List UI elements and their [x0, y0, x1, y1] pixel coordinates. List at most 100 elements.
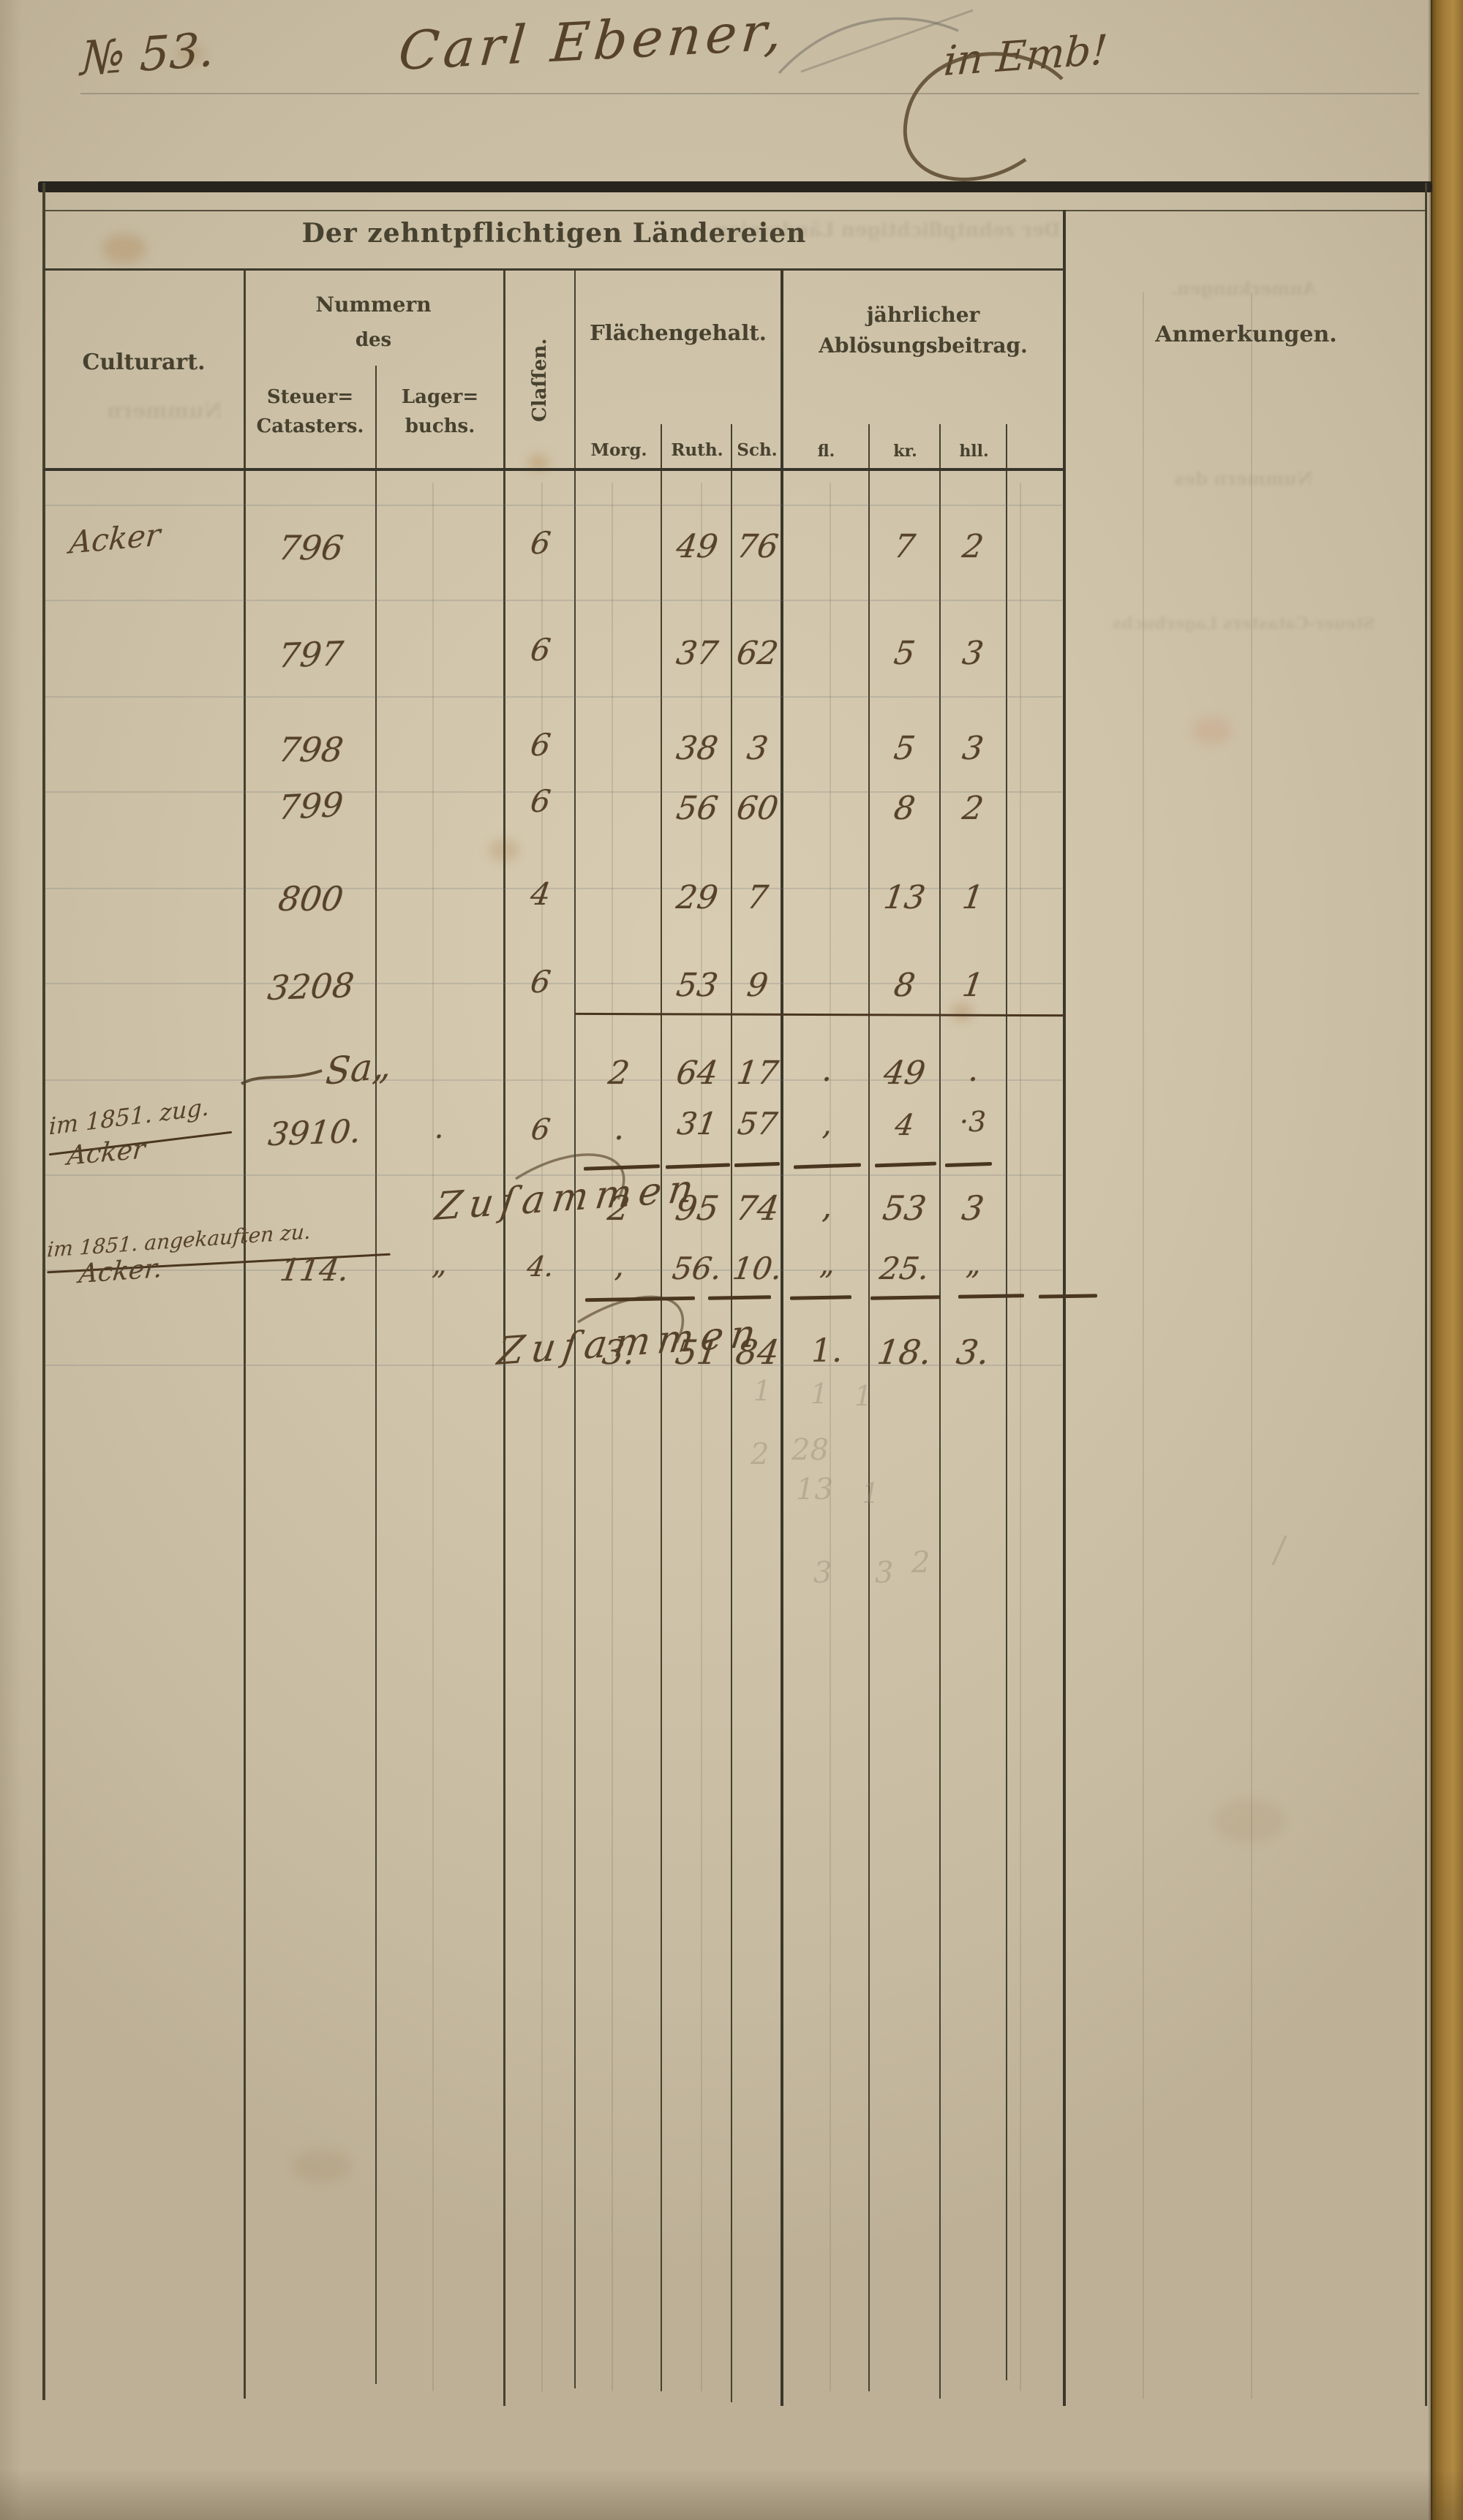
row-kr: 8 [891, 967, 918, 1004]
row-sch: 3 [744, 730, 771, 767]
subheader-kr: kr. [893, 442, 917, 461]
table-top-band [38, 181, 1432, 192]
guide-line [45, 505, 1062, 506]
guide-line [45, 696, 1062, 698]
guide-line [45, 600, 1062, 601]
row-hll: 3 [960, 730, 986, 767]
ghost-number: 2 [911, 1546, 930, 1580]
subheader-sch: Sch. [737, 440, 778, 460]
row-kr: 13 [881, 879, 928, 916]
stain [102, 234, 146, 263]
col-line-steuer-lager [375, 366, 377, 2384]
sa-morg: 2 [606, 1055, 632, 1092]
page-number-handwritten: № 53. [79, 23, 215, 87]
bleed-line [612, 483, 613, 2391]
table-banner: Der zehntpflichtigen Ländereien [301, 218, 807, 249]
header-flaechengehalt: Flächengehalt. [590, 320, 767, 345]
header-lager-line2: buchs. [405, 415, 475, 437]
row-ruth: 37 [674, 635, 721, 672]
subheader-fl: fl. [817, 442, 835, 461]
subheader-morg: Morg. [590, 440, 647, 460]
col-line-anmerkungen [1063, 210, 1066, 2406]
row-ruth: 56 [674, 790, 721, 827]
row3910-classe: 6 [529, 1113, 552, 1147]
sa-kr: 49 [881, 1055, 928, 1092]
guide-line [45, 888, 1062, 889]
row-hll: 1 [960, 967, 986, 1004]
bleed-line [830, 483, 831, 2391]
stain [528, 455, 549, 471]
header-culturart: Culturart. [82, 350, 206, 375]
anmerkungen-bleed-2: Nummern des [1174, 468, 1313, 489]
bleed-line [541, 483, 543, 2391]
zusammen2-ruth: 51 [672, 1332, 722, 1372]
sa-fl: . [821, 1052, 832, 1089]
culturart-bleed-through: Nummern [106, 399, 223, 423]
guide-line [45, 1174, 1062, 1176]
ghost-number: 13 [796, 1473, 833, 1506]
row114-fl: „ [819, 1248, 835, 1281]
header-steuer-line1: Steuer= [266, 386, 354, 408]
ghost-number: 28 [791, 1433, 829, 1467]
col-line-hll-extra [1006, 424, 1007, 2380]
row3910-kr: 4 [892, 1109, 917, 1142]
sum-dash [944, 1161, 993, 1168]
col-line-ruth-sch [731, 424, 732, 2402]
row114-morg: , [614, 1248, 624, 1283]
binding-edge [1431, 0, 1463, 2520]
col-line-flaeche-abloesung [781, 269, 783, 2406]
sum-dash [870, 1295, 941, 1300]
stain [951, 1003, 973, 1021]
zusammen2-kr: 18. [875, 1332, 934, 1372]
col-line-kr-hll [939, 424, 941, 2399]
border-right [1425, 183, 1427, 2406]
row-steuer: 3208 [266, 965, 356, 1008]
row-classe: 6 [528, 525, 553, 561]
row114-kr: 25. [877, 1250, 932, 1286]
left-edge-shade [0, 0, 22, 2520]
row-steuer: 799 [277, 784, 345, 828]
sum-dash [1038, 1294, 1098, 1299]
row114-classe: 4. [524, 1250, 557, 1283]
row-hll: 2 [960, 528, 986, 565]
zusammen2-fl: 1. [811, 1332, 842, 1370]
row-sch: 9 [744, 967, 771, 1004]
row-sch: 7 [744, 879, 771, 916]
zusammen2-sch: 84 [733, 1332, 782, 1372]
row114-lager: „ [431, 1248, 447, 1281]
sa-sch: 17 [734, 1055, 781, 1092]
header-classen: Claſſen. [529, 338, 551, 423]
row3910-lager: . [434, 1112, 444, 1145]
row3910-ruth: 31 [674, 1106, 720, 1142]
header-des: des [355, 329, 392, 351]
anmerkungen-bleed-3: Steuer-Catasters Lagerbuchs [1112, 614, 1375, 633]
sum-dash [584, 1296, 696, 1302]
sum-dash [874, 1161, 937, 1168]
row3910-steuer: 3910. [266, 1112, 363, 1154]
row-classe: 4 [528, 876, 553, 912]
row-steuer: 800 [276, 879, 346, 918]
row114-steuer: 114. [277, 1252, 352, 1288]
ghost-number: 3 [813, 1556, 832, 1590]
ghost-number: 3 [875, 1556, 894, 1590]
row-kr: 8 [891, 790, 918, 827]
zusammen1-sch: 74 [733, 1188, 782, 1228]
zusammen1-hll: 3 [959, 1188, 987, 1228]
row-classe: 6 [528, 727, 553, 763]
row3910-morg: . [614, 1110, 624, 1147]
header-bottom-rule [44, 468, 1064, 471]
col-line-culturart [244, 269, 246, 2399]
margin-note-1851-line2: Acker [66, 1134, 147, 1172]
stain [176, 44, 205, 63]
ghost-number: 1 [753, 1375, 772, 1407]
row-kr: 5 [891, 635, 918, 672]
col-line-morg-ruth [661, 424, 662, 2391]
header-abloesung-line1: jährlicher [866, 303, 980, 327]
guide-line [45, 1270, 1062, 1271]
ghost-number: 1 [811, 1378, 829, 1410]
row114-hll: „ [965, 1248, 981, 1281]
row-ruth: 49 [674, 528, 721, 565]
row-classe: 6 [528, 964, 553, 1000]
bleed-line [1020, 483, 1021, 2391]
